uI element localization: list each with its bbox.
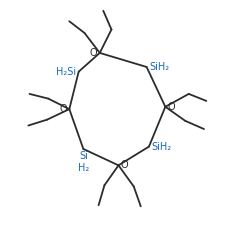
Text: O: O <box>121 160 128 170</box>
Text: Si
H₂: Si H₂ <box>78 151 89 173</box>
Text: O: O <box>59 104 67 114</box>
Text: H₂Si: H₂Si <box>56 67 76 77</box>
Text: O: O <box>90 48 97 58</box>
Text: SiH₂: SiH₂ <box>151 141 171 152</box>
Text: O: O <box>168 102 175 112</box>
Text: SiH₂: SiH₂ <box>149 62 169 72</box>
